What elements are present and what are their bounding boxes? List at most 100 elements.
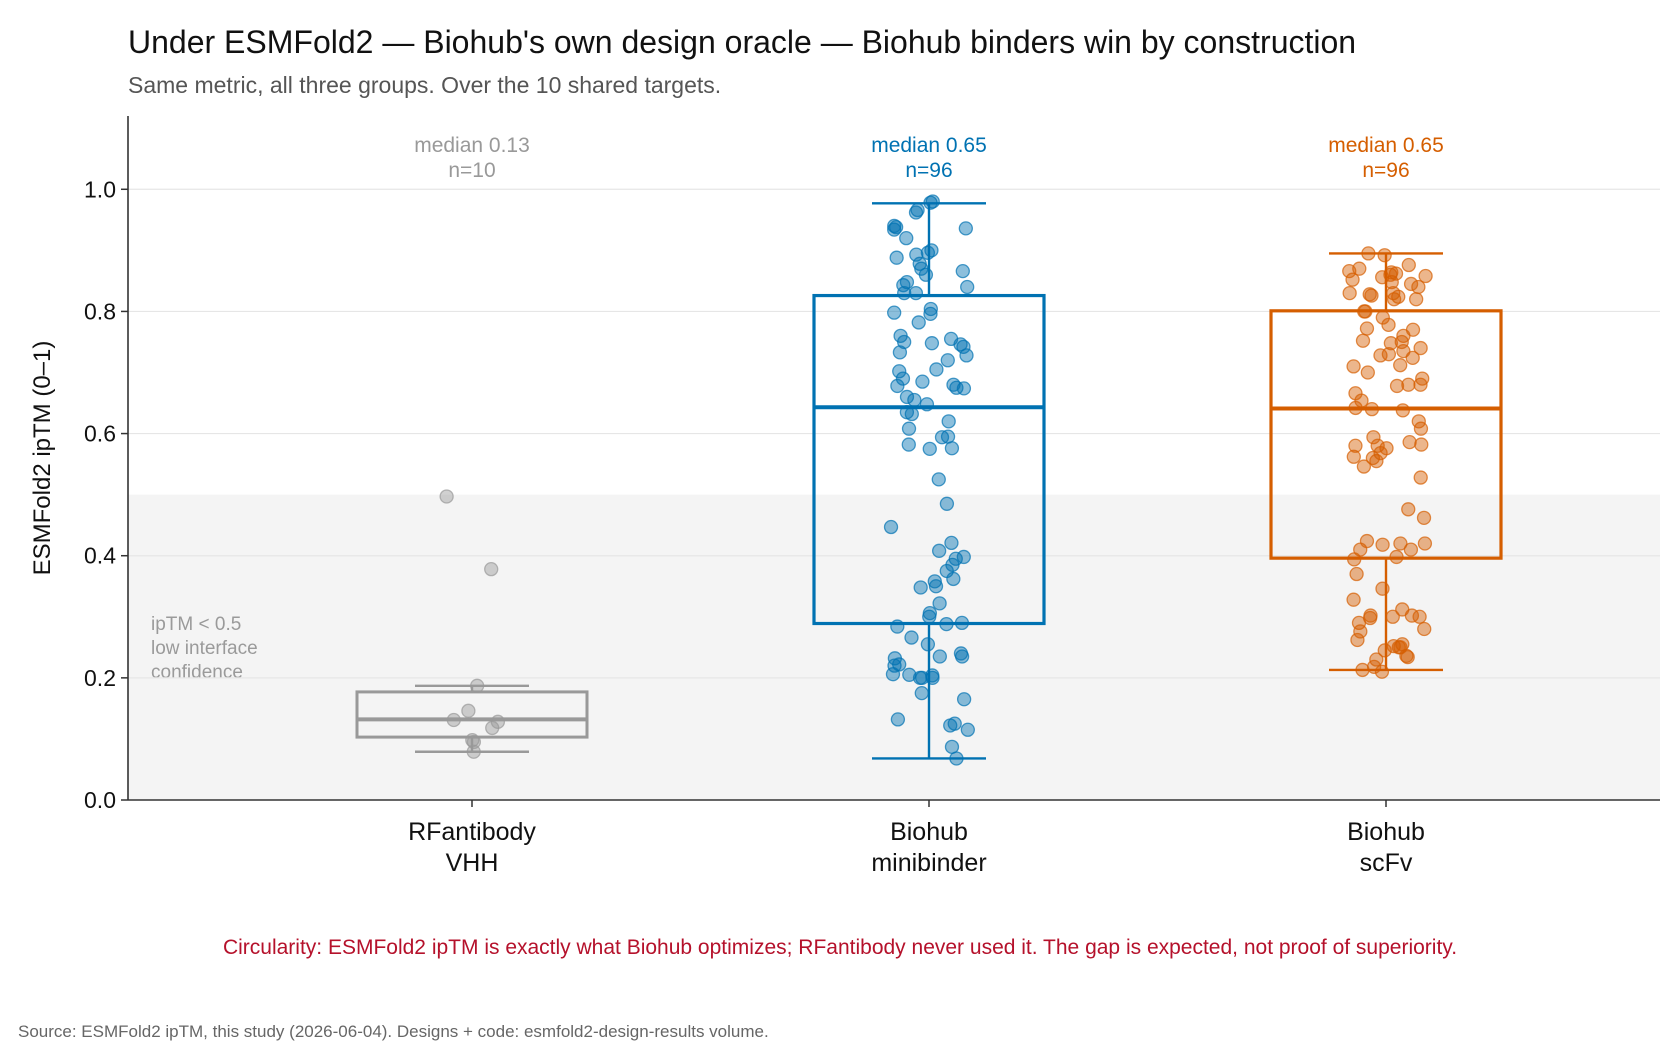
x-tick-label: minibinder xyxy=(871,849,986,877)
data-point xyxy=(913,580,928,595)
data-point xyxy=(1411,279,1426,295)
data-point xyxy=(907,392,922,408)
data-point xyxy=(1383,336,1399,351)
data-point xyxy=(904,630,919,645)
data-point xyxy=(1393,536,1408,551)
y-axis-label: ESMFold2 ipTM (0–1) xyxy=(29,341,56,576)
low-confidence-label: ipTM < 0.5 xyxy=(151,614,241,635)
data-point xyxy=(439,489,454,504)
data-point xyxy=(931,472,946,487)
x-tick-label: scFv xyxy=(1360,849,1413,877)
data-point xyxy=(1355,333,1371,348)
data-point xyxy=(1403,276,1419,292)
data-point xyxy=(466,734,482,750)
data-point xyxy=(887,222,902,237)
data-point xyxy=(1402,434,1417,450)
data-point xyxy=(943,718,958,733)
data-point xyxy=(911,315,926,330)
data-point xyxy=(1347,552,1362,567)
data-point xyxy=(1375,581,1390,596)
data-point xyxy=(1342,263,1357,279)
data-point xyxy=(956,692,972,707)
n-label: n=96 xyxy=(1362,159,1409,182)
data-point xyxy=(940,353,955,368)
data-point xyxy=(446,712,461,728)
data-point xyxy=(946,571,961,587)
data-point xyxy=(466,744,481,759)
data-point xyxy=(954,649,970,664)
data-point xyxy=(1389,549,1404,565)
data-point xyxy=(1393,358,1408,373)
data-point xyxy=(939,616,954,632)
data-point xyxy=(919,397,935,412)
data-point xyxy=(1358,304,1373,319)
data-point xyxy=(895,371,911,386)
data-point xyxy=(1348,438,1363,453)
data-point xyxy=(901,421,917,436)
data-point xyxy=(1401,502,1416,517)
data-point xyxy=(908,205,924,220)
data-point xyxy=(1370,438,1385,453)
data-point xyxy=(1403,542,1419,557)
x-tick-label: Biohub xyxy=(1347,818,1425,846)
data-point xyxy=(1374,664,1390,679)
data-point xyxy=(958,221,973,236)
data-point xyxy=(1414,437,1429,452)
source-caption: Source: ESMFold2 ipTM, this study (2026-… xyxy=(18,1022,769,1041)
data-point xyxy=(955,263,970,279)
data-point xyxy=(899,389,915,405)
data-point xyxy=(1349,566,1364,582)
data-point xyxy=(484,562,499,577)
y-tick-label: 1.0 xyxy=(84,176,116,202)
data-point xyxy=(1395,403,1410,418)
circularity-note: Circularity: ESMFold2 ipTM is exactly wh… xyxy=(222,936,1458,959)
data-point xyxy=(904,406,919,422)
data-point xyxy=(944,535,959,551)
data-point xyxy=(956,381,972,396)
data-point xyxy=(890,619,905,634)
data-point xyxy=(915,374,930,389)
data-point xyxy=(1405,322,1421,337)
data-point xyxy=(1417,621,1432,637)
data-point xyxy=(899,230,914,246)
data-point xyxy=(890,712,906,727)
data-point xyxy=(929,362,944,377)
data-point xyxy=(1350,632,1365,648)
data-point xyxy=(885,667,901,682)
data-point xyxy=(912,670,928,686)
data-point xyxy=(1391,640,1406,655)
chart-subtitle: Same metric, all three groups. Over the … xyxy=(128,72,722,98)
data-point xyxy=(1360,365,1375,380)
data-point xyxy=(931,543,947,558)
data-point xyxy=(901,437,916,452)
data-point xyxy=(1377,248,1392,263)
data-point xyxy=(1366,430,1381,445)
data-point xyxy=(1388,266,1404,281)
y-tick-label: 0.6 xyxy=(84,421,116,447)
chart-title: Under ESMFold2 — Biohub's own design ora… xyxy=(128,24,1357,60)
low-confidence-label: confidence xyxy=(151,662,243,683)
data-point xyxy=(485,720,500,736)
data-point xyxy=(927,574,942,589)
data-point xyxy=(949,751,964,766)
data-point xyxy=(914,685,929,701)
data-point xyxy=(923,306,938,322)
data-point xyxy=(1412,609,1427,624)
data-point xyxy=(1359,321,1375,336)
data-point xyxy=(932,649,947,664)
data-point xyxy=(960,279,975,295)
data-point xyxy=(949,380,964,395)
iqr-box xyxy=(1269,309,1503,560)
data-point xyxy=(461,703,476,718)
data-point xyxy=(1401,377,1416,392)
x-tick-label: Biohub xyxy=(890,818,968,846)
median-label: median 0.13 xyxy=(414,134,530,157)
data-point xyxy=(1345,272,1360,287)
median-label: median 0.65 xyxy=(1328,134,1444,157)
data-point xyxy=(1346,592,1361,607)
data-point xyxy=(1413,421,1429,436)
data-point xyxy=(932,596,947,611)
data-point xyxy=(1400,649,1415,665)
data-point xyxy=(924,336,940,351)
